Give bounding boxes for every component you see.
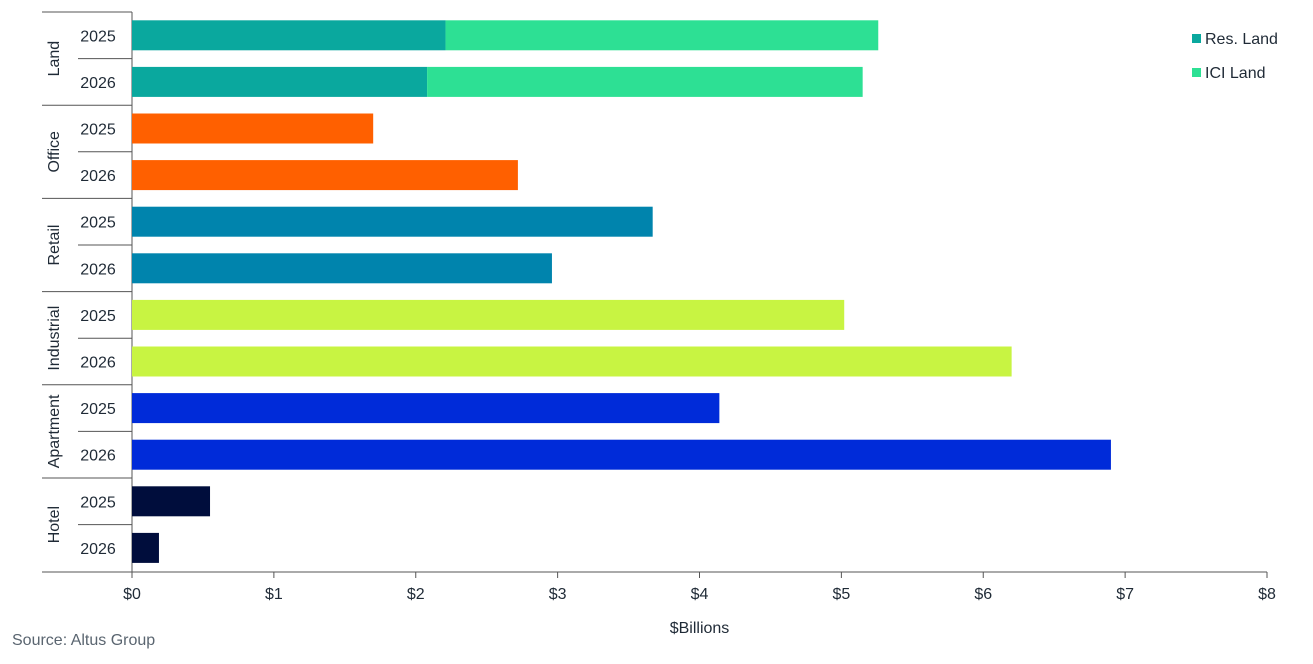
category-label: Office: [46, 131, 63, 173]
year-label: 2026: [80, 261, 116, 278]
bars: [132, 20, 1111, 563]
category-label: Industrial: [46, 306, 63, 371]
bar-apartment-2026: [132, 439, 1111, 470]
x-tick-label: $1: [265, 586, 283, 603]
year-label: 2026: [80, 541, 116, 558]
x-tick-label: $2: [407, 586, 425, 603]
bar-land-2025-res-land: [132, 20, 446, 51]
bar-hotel-2025: [132, 486, 211, 517]
x-tick-label: $6: [974, 586, 992, 603]
legend-label: Res. Land: [1205, 31, 1278, 48]
source-note: Source: Altus Group: [12, 632, 156, 649]
year-label: 2026: [80, 168, 116, 185]
x-tick-label: $8: [1258, 586, 1276, 603]
year-label: 2025: [80, 215, 116, 232]
bar-office-2026: [132, 160, 518, 191]
category-label: Apartment: [46, 394, 63, 468]
x-tick-label: $7: [1116, 586, 1134, 603]
legend-swatch: [1192, 68, 1201, 77]
bar-retail-2026: [132, 253, 552, 284]
x-tick-label: $0: [123, 586, 141, 603]
bar-industrial-2026: [132, 346, 1012, 377]
bar-industrial-2025: [132, 299, 845, 330]
legend-label: ICI Land: [1205, 65, 1265, 82]
legend: Res. Land ICI Land: [1192, 31, 1278, 82]
bar-hotel-2026: [132, 532, 159, 563]
year-label: 2026: [80, 355, 116, 372]
x-tick-label: $5: [832, 586, 850, 603]
bar-apartment-2025: [132, 393, 720, 424]
y-axis-labels: Land 2025 2026 Office 2025 2026 Retail 2025 2026…: [46, 28, 116, 558]
year-label: 2026: [80, 448, 116, 465]
category-label: Retail: [46, 225, 63, 266]
bar-office-2025: [132, 113, 374, 144]
x-tick-label: $4: [691, 586, 709, 603]
year-label: 2025: [80, 494, 116, 511]
axis-lines: [42, 11, 1267, 573]
year-label: 2025: [80, 308, 116, 325]
category-label: Hotel: [46, 506, 63, 543]
year-label: 2025: [80, 401, 116, 418]
bar-land-2026-res-land: [132, 66, 428, 97]
bar-retail-2025: [132, 206, 653, 237]
bar-land-2026-ici-land: [427, 66, 863, 97]
year-label: 2026: [80, 75, 116, 92]
x-axis-ticks: $0 $1 $2 $3 $4 $5 $6 $7 $8: [123, 572, 1276, 603]
bar-land-2025-ici-land: [445, 20, 879, 51]
legend-swatch: [1192, 34, 1201, 43]
year-label: 2025: [80, 28, 116, 45]
x-axis-title: $Billions: [670, 620, 730, 637]
x-tick-label: $3: [549, 586, 567, 603]
category-label: Land: [46, 41, 63, 77]
year-label: 2025: [80, 122, 116, 139]
